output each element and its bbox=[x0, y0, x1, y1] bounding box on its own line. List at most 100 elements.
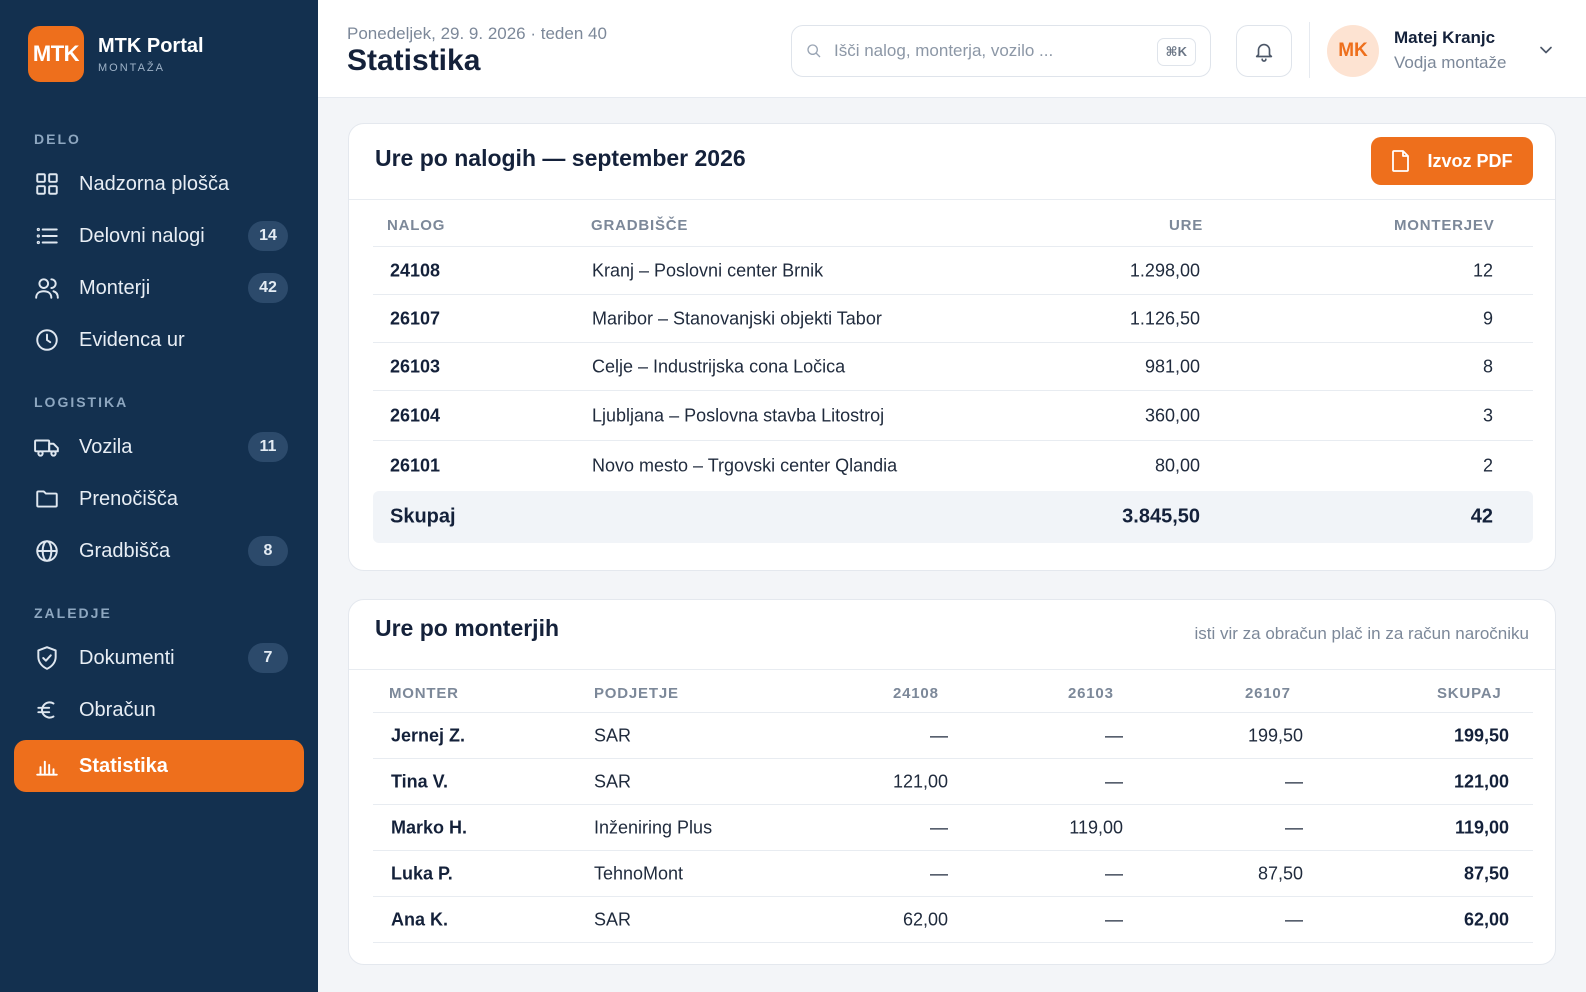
total-hours: 3.845,50 bbox=[1122, 505, 1200, 528]
hours-value: 1.126,50 bbox=[1129, 308, 1200, 328]
user-menu-toggle[interactable] bbox=[1536, 40, 1556, 60]
hours-total: 121,00 bbox=[1453, 771, 1509, 791]
user-name: Matej Kranjc bbox=[1394, 28, 1496, 47]
worker-name: Jernej Z. bbox=[391, 725, 466, 745]
sidebar-item-delovni-nalogi[interactable]: Delovni nalogi 14 bbox=[14, 210, 304, 262]
sidebar-item-label: Prenočišča bbox=[79, 487, 178, 510]
search-shortcut: ⌘K bbox=[1156, 38, 1196, 66]
sidebar-item-label: Gradbišča bbox=[79, 539, 171, 562]
table-row[interactable]: Ana K. SAR 62,00 — — 62,00 bbox=[373, 897, 1533, 943]
divider bbox=[373, 246, 1533, 247]
nav-section-logistika: LOGISTIKA bbox=[34, 394, 129, 410]
site-name: Maribor – Stanovanjski objekti Tabor bbox=[592, 308, 882, 328]
company-name: SAR bbox=[594, 909, 632, 929]
sidebar-item-dokumenti[interactable]: Dokumenti 7 bbox=[14, 632, 304, 684]
sidebar-item-gradbisca[interactable]: Gradbišča 8 bbox=[14, 525, 304, 577]
shield-icon bbox=[34, 645, 60, 671]
grid-icon bbox=[34, 171, 60, 197]
notifications-button[interactable] bbox=[1236, 25, 1292, 77]
sidebar-item-prenocisca[interactable]: Prenočišča bbox=[14, 473, 304, 525]
company-name: Inženiring Plus bbox=[594, 817, 713, 837]
hours-26103: 119,00 bbox=[1069, 817, 1123, 837]
column-header[interactable]: SKUPAJ bbox=[1437, 685, 1502, 702]
sidebar-item-monterji[interactable]: Monterji 42 bbox=[14, 262, 304, 314]
sidebar-item-label: Vozila bbox=[79, 435, 133, 458]
table-row[interactable]: Marko H. Inženiring Plus — 119,00 — 119,… bbox=[373, 805, 1533, 851]
hours-value: 1.298,00 bbox=[1129, 260, 1200, 280]
company-name: SAR bbox=[594, 771, 632, 791]
workers-count: 8 bbox=[1482, 356, 1493, 376]
workers-hours-card: Ure po monterjih isti vir za obračun pla… bbox=[348, 599, 1556, 965]
site-name: Celje – Industrijska cona Ločica bbox=[592, 356, 846, 376]
truck-icon bbox=[34, 434, 60, 460]
hours-value: 360,00 bbox=[1144, 405, 1200, 425]
sidebar-item-label: Nadzorna plošča bbox=[79, 172, 230, 195]
table-row[interactable]: 26103 Celje – Industrijska cona Ločica 9… bbox=[373, 343, 1533, 391]
column-header[interactable]: GRADBIŠČE bbox=[591, 217, 689, 234]
bell-icon bbox=[1255, 43, 1273, 62]
orders-hours-card: Ure po nalogih — september 2026 Izvoz PD… bbox=[348, 123, 1556, 571]
card-title: Ure po monterjih bbox=[375, 615, 560, 641]
hours-total: 119,00 bbox=[1454, 817, 1509, 837]
hours-26103: — bbox=[1105, 863, 1123, 883]
globe-icon bbox=[34, 538, 60, 564]
table-row[interactable]: Luka P. TehnoMont — — 87,50 87,50 bbox=[373, 851, 1533, 897]
table-row[interactable]: Jernej Z. SAR — — 199,50 199,50 bbox=[373, 713, 1533, 759]
column-header[interactable]: PODJETJE bbox=[594, 685, 679, 702]
sidebar-item-label: Evidenca ur bbox=[79, 328, 185, 351]
export-pdf-label: Izvoz PDF bbox=[1427, 150, 1513, 171]
table-total-row: Skupaj 3.845,50 42 bbox=[373, 491, 1533, 543]
worker-name: Luka P. bbox=[391, 863, 453, 883]
site-name: Kranj – Poslovni center Brnik bbox=[592, 260, 824, 280]
avatar[interactable]: MK bbox=[1327, 25, 1379, 77]
hours-24108: — bbox=[930, 725, 948, 745]
hours-value: 80,00 bbox=[1154, 455, 1200, 476]
table-row[interactable]: 26104 Ljubljana – Poslovna stavba Litost… bbox=[373, 391, 1533, 441]
sidebar-item-vozila[interactable]: Vozila 11 bbox=[14, 421, 304, 473]
table-row[interactable]: 24108 Kranj – Poslovni center Brnik 1.29… bbox=[373, 247, 1533, 295]
brand[interactable]: MTK MTK Portal MONTAŽA bbox=[28, 26, 204, 82]
column-header[interactable]: 24108 bbox=[893, 685, 939, 702]
total-workers: 42 bbox=[1470, 505, 1493, 528]
sidebar-item-obracun[interactable]: Obračun bbox=[14, 684, 304, 736]
sidebar-item-nadzorna-plosca[interactable]: Nadzorna plošča bbox=[14, 158, 304, 210]
nav-section-delo: DELO bbox=[34, 131, 81, 147]
column-header[interactable]: MONTER bbox=[389, 685, 459, 702]
count-badge: 8 bbox=[248, 536, 288, 566]
count-badge: 42 bbox=[248, 273, 288, 303]
export-pdf-button[interactable]: Izvoz PDF bbox=[1371, 137, 1533, 185]
search-icon bbox=[807, 44, 821, 58]
table-row[interactable]: Tina V. SAR 121,00 — — 121,00 bbox=[373, 759, 1533, 805]
order-id: 26104 bbox=[390, 405, 441, 425]
search-box[interactable]: ⌘K bbox=[791, 25, 1211, 77]
hours-26107: — bbox=[1285, 909, 1303, 929]
hours-26107: — bbox=[1285, 817, 1303, 837]
hours-24108: — bbox=[930, 863, 948, 883]
column-header[interactable]: MONTERJEV bbox=[1394, 217, 1495, 234]
column-header[interactable]: NALOG bbox=[387, 217, 446, 234]
column-header[interactable]: 26103 bbox=[1068, 685, 1114, 702]
divider bbox=[349, 199, 1555, 200]
total-label: Skupaj bbox=[390, 505, 456, 528]
site-name: Ljubljana – Poslovna stavba Litostroj bbox=[592, 405, 885, 425]
workers-count: 9 bbox=[1482, 308, 1493, 328]
workers-count: 2 bbox=[1482, 455, 1493, 476]
sidebar-item-label: Obračun bbox=[79, 698, 156, 721]
brand-logo: MTK bbox=[28, 26, 84, 82]
user-role: Vodja montaže bbox=[1394, 53, 1507, 72]
sidebar-item-label: Dokumenti bbox=[79, 646, 175, 669]
top-header: Ponedeljek, 29. 9. 2026 · teden 40 Stati… bbox=[318, 0, 1586, 98]
table-row[interactable]: 26107 Maribor – Stanovanjski objekti Tab… bbox=[373, 295, 1533, 343]
order-id: 26101 bbox=[390, 455, 441, 476]
table-row[interactable]: 26101 Novo mesto – Trgovski center Qland… bbox=[373, 441, 1533, 491]
hours-24108: 121,00 bbox=[892, 771, 948, 791]
list-icon bbox=[34, 223, 60, 249]
hours-26103: — bbox=[1105, 725, 1123, 745]
page-title: Statistika bbox=[347, 44, 481, 77]
sidebar-item-evidenca-ur[interactable]: Evidenca ur bbox=[14, 314, 304, 366]
column-header[interactable]: URE bbox=[1169, 217, 1204, 234]
column-header[interactable]: 26107 bbox=[1245, 685, 1291, 702]
search-input[interactable] bbox=[834, 41, 1134, 61]
worker-name: Tina V. bbox=[391, 771, 449, 791]
sidebar-item-statistika[interactable]: Statistika bbox=[14, 740, 304, 792]
